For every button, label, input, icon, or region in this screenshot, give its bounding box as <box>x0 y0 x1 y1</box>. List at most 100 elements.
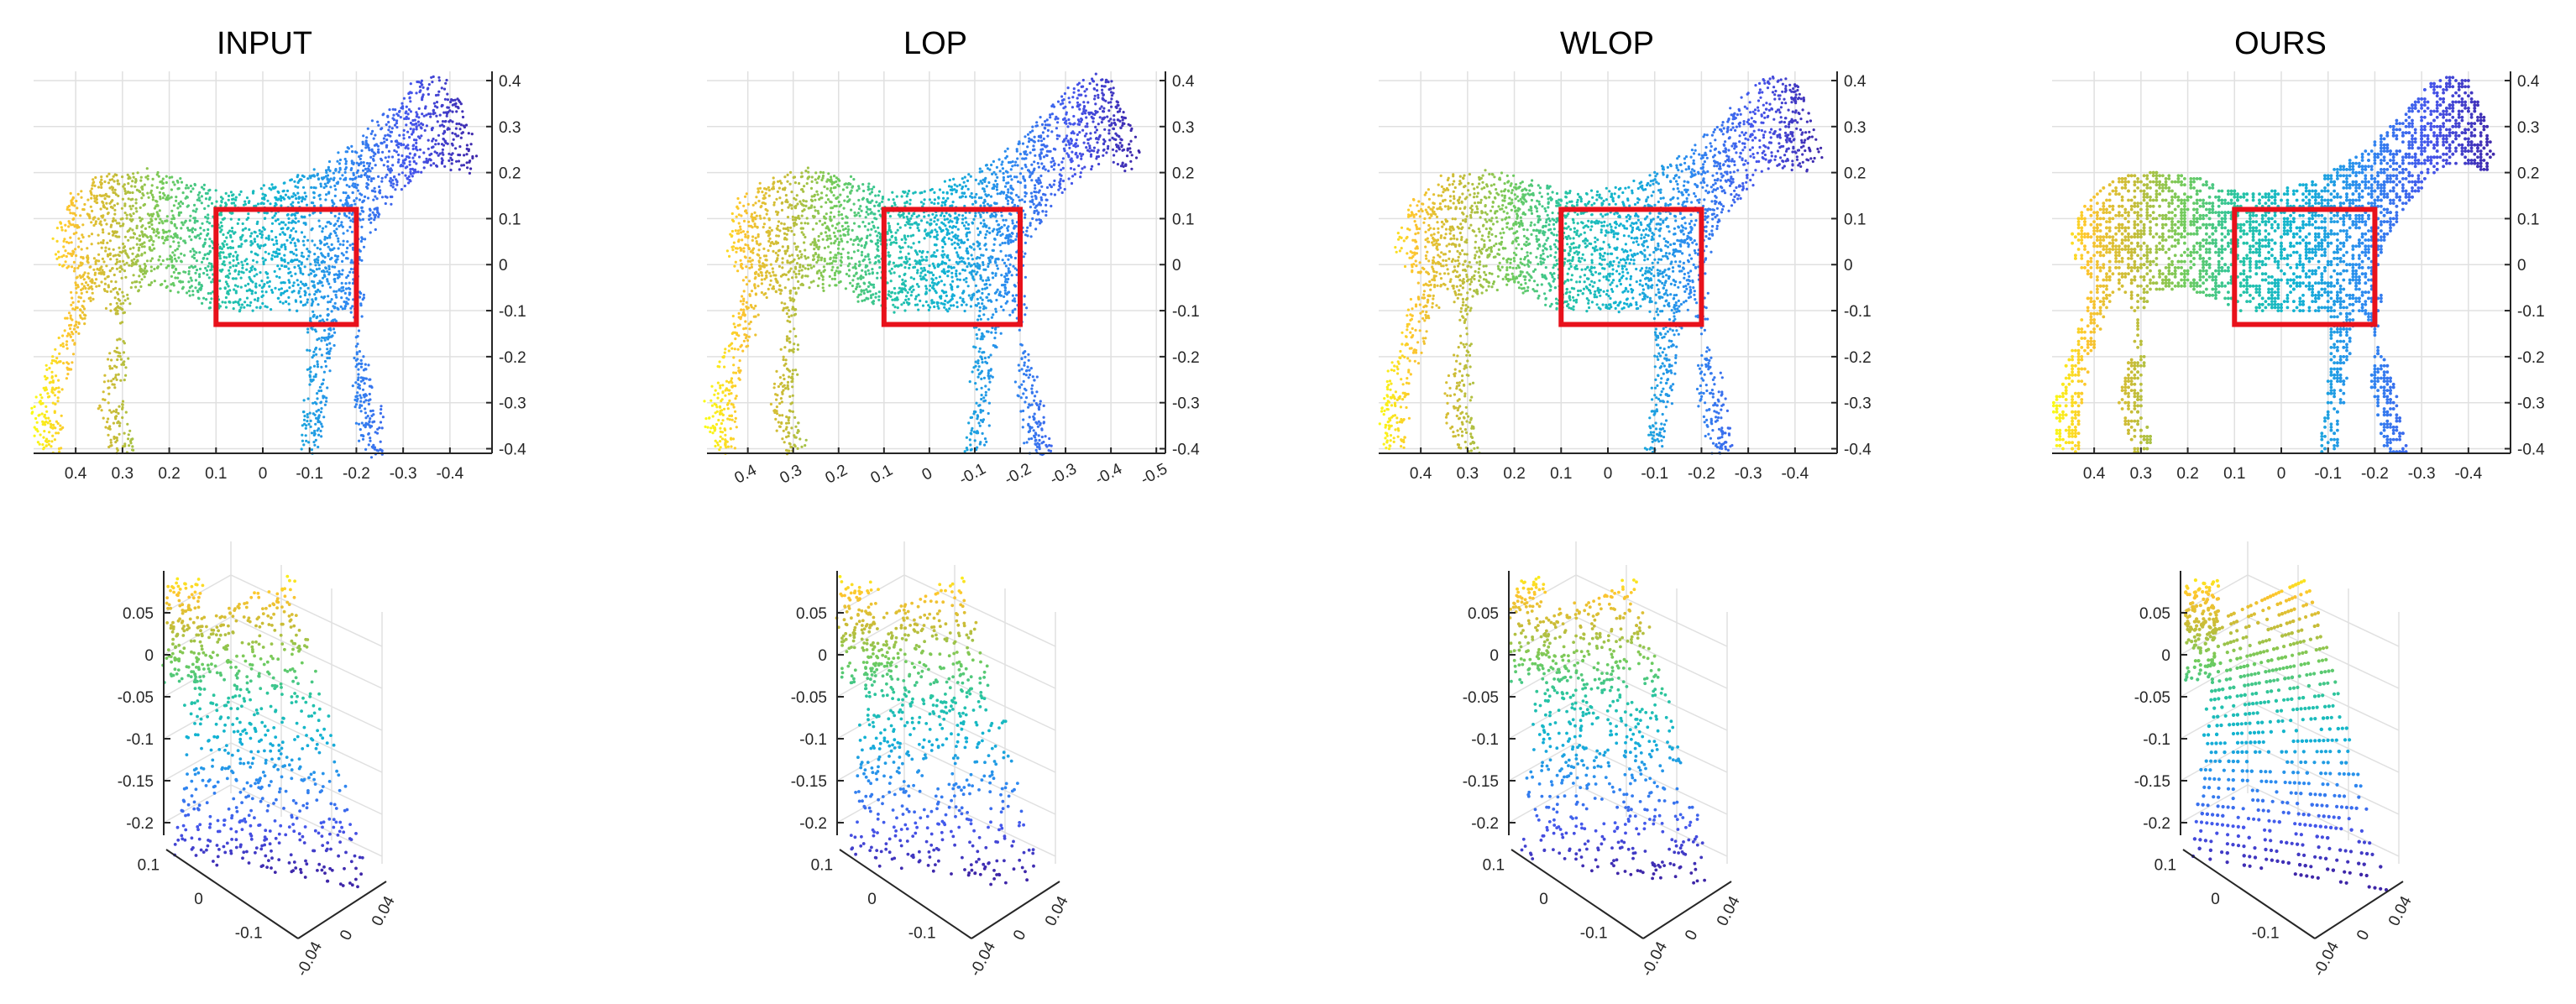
point <box>742 205 745 207</box>
point <box>394 188 396 191</box>
point <box>939 275 941 278</box>
point <box>181 280 184 283</box>
point <box>768 217 771 220</box>
point <box>133 232 135 234</box>
point <box>317 446 319 448</box>
point <box>133 212 135 215</box>
point <box>933 301 935 304</box>
point <box>437 76 440 79</box>
point <box>460 164 463 166</box>
point <box>745 276 747 279</box>
point <box>60 344 62 347</box>
point <box>372 444 374 447</box>
point <box>356 363 359 366</box>
point <box>324 339 327 342</box>
point <box>363 394 365 396</box>
point <box>307 441 310 443</box>
point <box>327 335 330 337</box>
point <box>52 424 55 426</box>
point <box>293 281 296 284</box>
point <box>77 332 80 335</box>
point <box>128 302 131 305</box>
point <box>113 180 116 182</box>
point <box>60 415 63 417</box>
point <box>734 410 736 413</box>
point <box>281 259 284 261</box>
point <box>287 213 290 216</box>
point <box>109 258 112 260</box>
point <box>740 308 742 311</box>
point <box>310 186 312 189</box>
point <box>923 216 925 218</box>
point <box>138 190 140 192</box>
point <box>397 114 400 117</box>
point <box>100 280 102 283</box>
point <box>359 250 362 253</box>
point <box>838 201 840 203</box>
point <box>233 307 235 310</box>
point <box>964 450 966 452</box>
point <box>294 194 296 196</box>
point <box>191 290 194 292</box>
point <box>131 191 134 194</box>
point <box>360 240 363 243</box>
point <box>732 220 735 222</box>
point <box>235 264 238 267</box>
point <box>1032 149 1034 151</box>
point <box>359 192 361 195</box>
point <box>783 227 785 230</box>
point <box>368 215 370 217</box>
point <box>263 263 265 265</box>
point <box>184 271 186 274</box>
point <box>295 230 297 233</box>
point <box>1015 251 1018 254</box>
point <box>149 191 152 194</box>
point <box>772 204 775 207</box>
point <box>755 237 757 239</box>
point <box>76 276 78 279</box>
y-tick-label: 0 <box>499 257 508 275</box>
point <box>243 306 245 309</box>
point <box>239 245 242 248</box>
point <box>314 264 317 266</box>
point <box>332 247 335 249</box>
point <box>1105 151 1107 154</box>
point <box>1071 151 1073 154</box>
point <box>350 268 353 270</box>
point <box>377 151 380 154</box>
point <box>337 240 339 243</box>
point <box>1097 123 1100 125</box>
point <box>415 170 417 173</box>
point <box>356 398 359 400</box>
point <box>1015 294 1018 296</box>
point <box>361 315 364 317</box>
point <box>345 301 348 303</box>
point <box>391 127 394 129</box>
point <box>206 234 208 237</box>
point <box>807 171 809 174</box>
point <box>146 259 149 262</box>
point <box>437 91 440 93</box>
point <box>189 286 191 289</box>
point <box>317 177 320 180</box>
point <box>454 102 457 105</box>
point <box>270 230 273 233</box>
point <box>304 294 306 296</box>
point <box>168 230 170 233</box>
point <box>317 259 319 261</box>
point <box>432 112 435 114</box>
point <box>976 414 979 416</box>
point <box>738 222 741 224</box>
point <box>321 353 323 356</box>
point <box>1030 388 1033 390</box>
point <box>1086 149 1089 152</box>
point <box>175 269 177 271</box>
point <box>80 316 82 319</box>
point <box>81 311 84 314</box>
point <box>126 214 128 217</box>
point <box>287 196 290 198</box>
point <box>150 281 153 284</box>
point <box>207 292 210 295</box>
point <box>297 291 300 294</box>
point <box>247 217 249 219</box>
